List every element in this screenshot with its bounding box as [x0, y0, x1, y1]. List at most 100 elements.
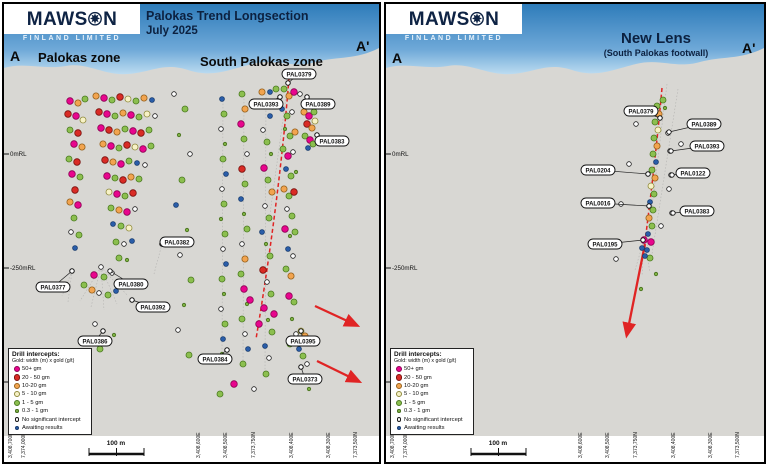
intercept-dot — [90, 271, 98, 279]
intercept-dot — [258, 88, 266, 96]
drillhole-label-pill — [77, 335, 113, 347]
intercept-dot — [135, 113, 143, 121]
legend-title: Drill intercepts: — [394, 351, 442, 358]
intercept-dot — [305, 112, 313, 120]
drill-collar-dot — [277, 94, 283, 100]
intercept-dot — [290, 188, 298, 196]
drillhole-label: PAL0122 — [681, 172, 707, 178]
grid-coordinate-label: 7,373,750N — [251, 432, 257, 458]
grid-coordinate-label: 7,373,500N — [735, 432, 741, 458]
intercept-dot — [79, 116, 87, 124]
intercept-dot — [662, 105, 668, 111]
legend-swatch-g-icon — [394, 399, 404, 406]
intercept-dot — [285, 292, 293, 300]
drill-collar-dot — [657, 115, 663, 121]
legend-entry: No significant intercept — [12, 415, 88, 423]
drillhole-label: PAL0393 — [254, 103, 280, 109]
intercept-dot — [74, 129, 82, 137]
intercept-dot — [185, 351, 193, 359]
intercept-dot — [262, 203, 268, 209]
intercept-dot — [283, 112, 291, 120]
intercept-dot — [127, 173, 135, 181]
intercept-dot — [95, 108, 103, 116]
drillhole-label: PAL0379 — [287, 73, 313, 79]
drillhole-label: PAL0392 — [141, 306, 167, 312]
intercept-dot — [260, 164, 268, 172]
intercept-dot — [219, 186, 225, 192]
legend-entry-label: Awaiting results — [22, 424, 63, 431]
legend-swatch-o-icon — [394, 382, 404, 390]
grid-coordinate-label: 3,408,400E — [289, 432, 295, 458]
intercept-dot — [147, 142, 155, 150]
intercept-dot — [139, 145, 147, 153]
intercept-dot — [238, 165, 246, 173]
intercept-dot — [125, 224, 133, 232]
legend-entry-label: 5 - 10 gm — [404, 391, 429, 398]
intercept-dot — [74, 99, 82, 107]
legend-entry: 10-20 gm — [394, 382, 470, 390]
intercept-dot — [137, 129, 145, 137]
legend-swatch-o-icon — [12, 382, 22, 390]
intercept-dot — [651, 174, 659, 182]
legend-title: Drill intercepts: — [12, 351, 60, 358]
intercept-dot — [639, 245, 645, 251]
legend-entry-label: 10-20 gm — [404, 382, 429, 389]
intercept-dot — [260, 127, 266, 133]
intercept-dot — [107, 204, 115, 212]
intercept-dot — [181, 105, 189, 113]
drill-trace-line — [90, 266, 102, 308]
intercept-dot — [117, 160, 125, 168]
intercept-dot — [176, 132, 182, 138]
intercept-dot — [74, 201, 82, 209]
intercept-dot — [266, 252, 274, 260]
intercept-dot — [251, 386, 257, 392]
intercept-dot — [115, 144, 123, 152]
intercept-dot — [152, 113, 158, 119]
legend-subtitle: Gold: width (m) x gold (g/t) — [12, 358, 75, 364]
intercept-dot — [221, 320, 229, 328]
intercept-dot — [75, 231, 83, 239]
figure-title-line1: Palokas Trend Longsection — [146, 9, 309, 23]
intercept-dot — [187, 151, 193, 157]
intercept-dot — [659, 96, 667, 104]
intercept-dot — [241, 180, 249, 188]
intercept-dot — [282, 265, 290, 273]
depth-label: 0mRL — [10, 151, 27, 158]
intercept-dot — [237, 120, 245, 128]
intercept-dot — [287, 172, 295, 180]
drill-collar-dot — [304, 94, 310, 100]
legend-swatch-m-icon — [394, 365, 404, 373]
intercept-dot — [645, 231, 651, 237]
intercept-dot — [246, 296, 254, 304]
intercept-dot — [259, 229, 265, 235]
intercept-dot — [290, 298, 298, 306]
intercept-dot — [112, 238, 120, 246]
intercept-dot — [284, 206, 290, 212]
left-longsection-panel: PAL0379 PAL0393 PAL0389 PAL0383 PAL0382 PAL03… — [2, 2, 381, 464]
grid-coordinate-label: 7,373,500N — [353, 432, 359, 458]
drillhole-label-pill — [689, 140, 725, 152]
drillhole-label-pill — [587, 238, 623, 250]
drillhole-label: PAL0383 — [320, 140, 346, 146]
legend-entry: 1 - 5 gm — [394, 399, 470, 407]
drill-collar-dot — [645, 171, 651, 177]
intercept-dot — [237, 270, 245, 278]
intercept-dot — [219, 155, 227, 163]
intercept-dot — [272, 85, 280, 93]
intercept-dot — [76, 173, 84, 181]
intercept-dot — [143, 110, 151, 118]
new-lens-title-line2: (South Palokas footwall) — [603, 48, 709, 58]
drillhole-label: PAL0379 — [629, 110, 655, 116]
intercept-dot — [117, 222, 125, 230]
intercept-dot — [299, 352, 307, 360]
legend-subtitle: Gold: width (m) x gold (g/t) — [394, 358, 457, 364]
intercept-dot — [124, 257, 130, 263]
intercept-dot — [650, 134, 658, 142]
intercept-dot — [177, 252, 183, 258]
grid-coordinate-label: 7,373,750N — [633, 432, 639, 458]
zone-label-palokas: Palokas zone — [38, 50, 121, 65]
drill-collar-dot — [285, 80, 291, 86]
depth-label: -250mRL — [392, 265, 418, 272]
intercept-dot — [218, 216, 224, 222]
intercept-dot — [238, 196, 244, 202]
